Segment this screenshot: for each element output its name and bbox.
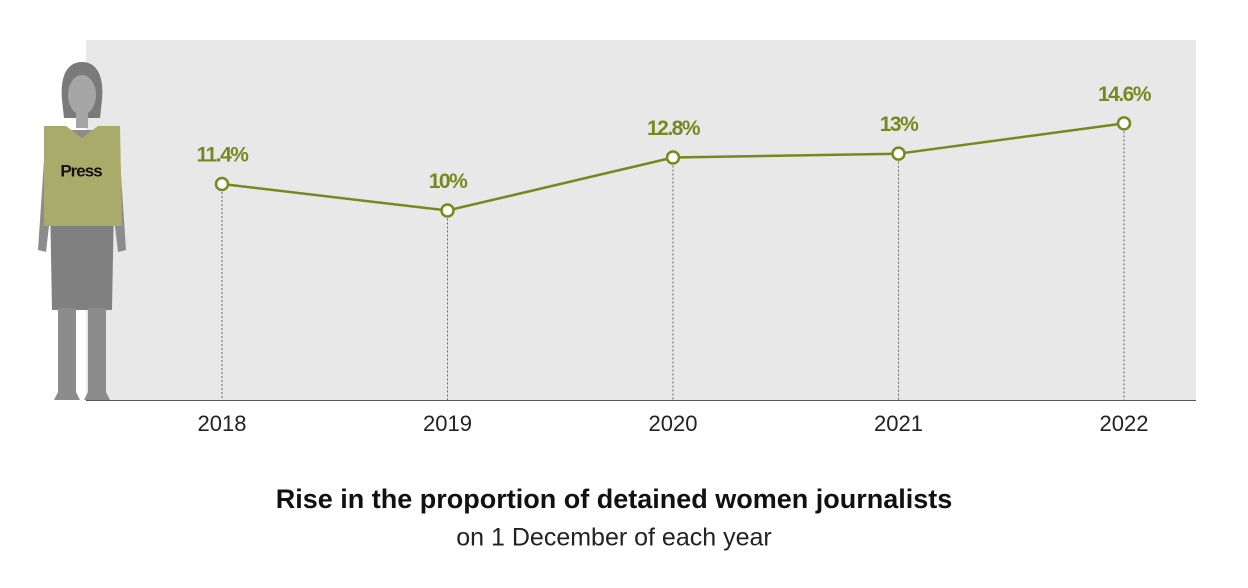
value-label: 13%: [880, 113, 919, 136]
x-tick-label: 2018: [198, 411, 247, 436]
figure-label: Press: [60, 161, 102, 180]
point: [891, 146, 906, 161]
plot-background: [86, 40, 1196, 400]
x-tick-label: 2019: [423, 411, 472, 436]
point: [1116, 116, 1132, 131]
value-label: 14.6%: [1098, 83, 1152, 106]
chart-title: Rise in the proportion of detained women…: [276, 484, 953, 514]
x-tick-label: 2021: [874, 411, 923, 436]
value-label: 11.4%: [197, 144, 250, 167]
value-label: 10%: [429, 170, 468, 193]
point: [665, 150, 681, 165]
figure: Press: [38, 62, 126, 400]
value-label: 12.8%: [647, 117, 701, 140]
point: [440, 203, 455, 218]
x-tick-label: 2022: [1100, 411, 1149, 436]
x-tick-label: 2020: [649, 411, 698, 436]
chart-subtitle: on 1 December of each year: [456, 524, 771, 552]
point: [214, 176, 230, 192]
